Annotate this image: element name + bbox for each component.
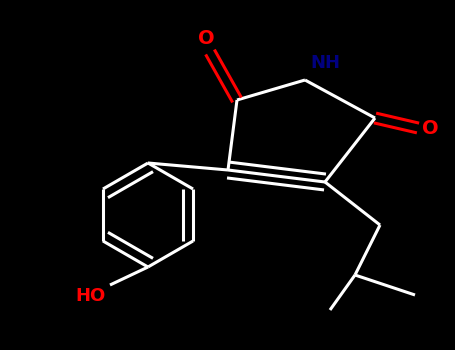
Text: NH: NH <box>310 54 340 72</box>
Text: HO: HO <box>76 287 106 305</box>
Text: O: O <box>197 29 214 48</box>
Text: O: O <box>422 119 439 138</box>
